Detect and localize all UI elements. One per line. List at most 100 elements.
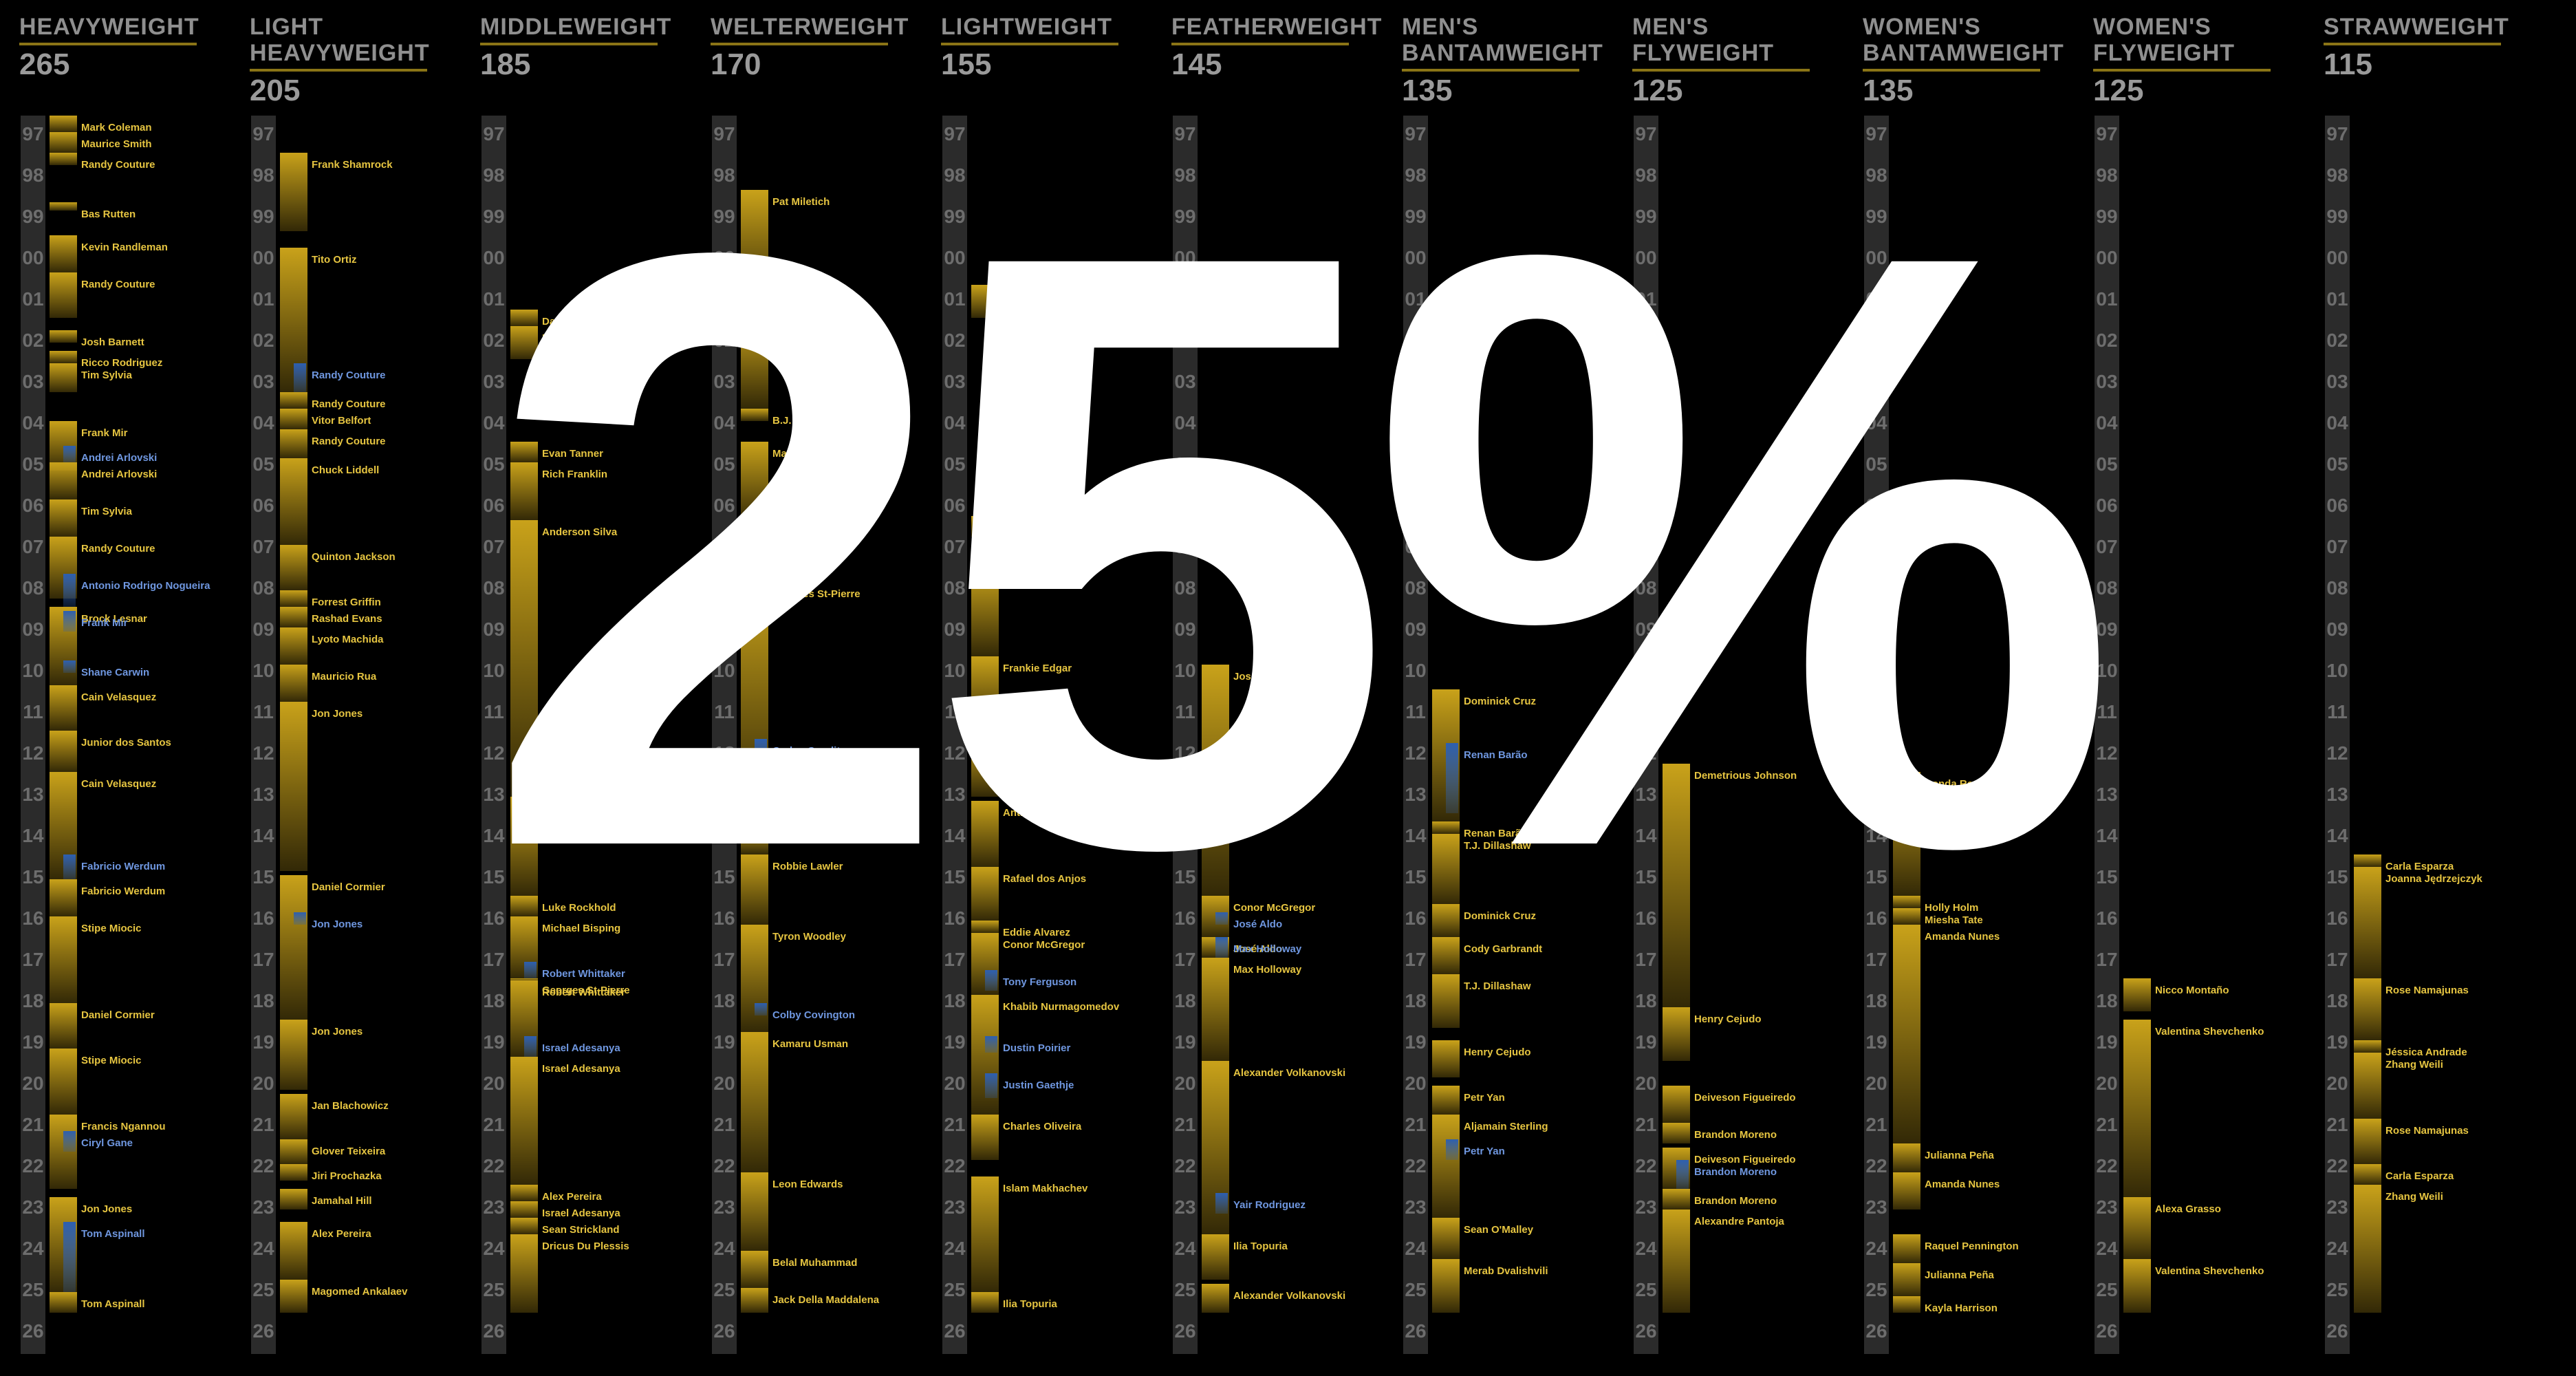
year-tick-label: 22 — [1865, 1155, 1887, 1176]
reign-bar — [1663, 764, 1690, 1007]
division-header: STRAWWEIGHT 115 — [2324, 14, 2537, 83]
year-tick-label: 14 — [252, 825, 274, 846]
year-tick-label: 97 — [713, 123, 735, 144]
division-underline — [941, 43, 1118, 45]
champion-label: Demetrious Johnson — [1694, 770, 1797, 782]
year-tick-label: 06 — [1174, 495, 1195, 516]
interim-reign-bar — [524, 1036, 537, 1057]
champion-label: Tom Aspinall — [81, 1298, 145, 1310]
division-name: HEAVYWEIGHT — [19, 14, 199, 40]
year-tick-label: 10 — [1635, 660, 1656, 681]
year-tick-label: 09 — [2096, 619, 2117, 640]
year-tick-label: 99 — [1405, 206, 1426, 227]
year-tick-label: 99 — [2326, 206, 2348, 227]
year-tick-label: 07 — [1174, 536, 1195, 557]
reign-bar — [971, 867, 999, 921]
champion-label: Robert Whittaker — [542, 968, 625, 980]
champion-label: Magomed Ankalaev — [312, 1286, 408, 1298]
year-tick-label: 20 — [713, 1073, 735, 1094]
year-tick-label: 21 — [252, 1114, 274, 1135]
reign-bar — [50, 1292, 77, 1313]
reign-bar — [280, 1094, 307, 1139]
year-tick-label: 99 — [1174, 206, 1195, 227]
champion-label: Robbie Lawler — [772, 861, 843, 872]
champion-label: Chris Weidman — [542, 803, 617, 815]
year-tick-label: 16 — [1405, 907, 1426, 929]
interim-reign-bar — [63, 854, 76, 879]
reign-bar — [50, 116, 77, 132]
champion-label: Alex Pereira — [312, 1228, 371, 1240]
champion-label: Deiveson Figueiredo — [1694, 1092, 1796, 1104]
year-tick-label: 99 — [713, 206, 735, 227]
year-tick-label: 09 — [1174, 619, 1195, 640]
champion-label: Alexandre Pantoja — [1694, 1216, 1785, 1227]
year-tick-label: 02 — [483, 330, 504, 351]
year-tick-label: 26 — [252, 1320, 274, 1342]
reign-bar — [741, 524, 768, 541]
year-tick-label: 14 — [483, 825, 505, 846]
year-tick-label: 10 — [1174, 660, 1195, 681]
champion-label: Anthony Pettis — [1003, 807, 1076, 819]
reign-bar — [280, 545, 307, 590]
champion-label: Frankie Edgar — [1003, 663, 1072, 674]
division-weight-limit: 125 — [2093, 74, 2144, 107]
year-tick-label: 18 — [1174, 990, 1195, 1011]
year-tick-label: 26 — [22, 1320, 43, 1342]
champion-label: Carlos Newton — [772, 312, 845, 323]
champion-label: Charles Oliveira — [1003, 1121, 1082, 1132]
reign-bar — [1663, 1210, 1690, 1313]
year-tick-label: 15 — [252, 866, 274, 888]
year-track — [2095, 116, 2119, 1354]
year-track — [2325, 116, 2350, 1354]
reign-bar — [510, 797, 538, 896]
year-tick-label: 20 — [252, 1073, 274, 1094]
interim-reign-bar — [63, 1222, 76, 1292]
year-tick-label: 01 — [1635, 288, 1656, 310]
division-name: STRAWWEIGHT — [2324, 14, 2509, 40]
division-name: LIGHTWEIGHT — [941, 14, 1112, 40]
year-tick-label: 16 — [1174, 907, 1195, 929]
reign-bar — [1663, 1086, 1690, 1123]
reign-bar — [510, 1185, 538, 1201]
year-track — [251, 116, 276, 1354]
year-tick-label: 23 — [252, 1196, 274, 1218]
division-header: MIDDLEWEIGHT 185 — [480, 14, 693, 83]
year-tick-label: 08 — [1635, 577, 1656, 599]
year-track — [21, 116, 45, 1354]
year-tick-label: 02 — [2096, 330, 2117, 351]
champion-label: Rafael dos Anjos — [1003, 873, 1086, 885]
champion-label: Randy Couture — [312, 369, 386, 381]
year-tick-label: 00 — [1174, 247, 1195, 268]
year-tick-label: 22 — [483, 1155, 504, 1176]
interim-reign-bar — [294, 363, 306, 392]
reign-bar — [741, 1172, 768, 1251]
reign-bar — [280, 429, 307, 458]
division-name: MEN'S FLYWEIGHT — [1632, 14, 1775, 66]
year-tick-label: 17 — [944, 949, 965, 970]
year-tick-label: 15 — [2096, 866, 2117, 888]
year-tick-label: 20 — [1865, 1073, 1887, 1094]
year-tick-label: 99 — [22, 206, 43, 227]
year-tick-label: 07 — [2326, 536, 2348, 557]
year-tick-label: 98 — [483, 164, 504, 186]
year-tick-label: 13 — [944, 784, 965, 805]
year-tick-label: 02 — [713, 330, 735, 351]
champion-label: Justin Gaethje — [1003, 1079, 1074, 1091]
champion-label: Dominick Cruz — [1464, 696, 1536, 707]
reign-bar — [741, 442, 768, 524]
year-tick-label: 14 — [1405, 825, 1427, 846]
year-tick-label: 01 — [713, 288, 735, 310]
champion-label: Jamahal Hill — [312, 1195, 372, 1207]
reign-bar — [280, 1020, 307, 1090]
interim-reign-bar — [1446, 1139, 1458, 1160]
reign-bar — [510, 1218, 538, 1234]
year-tick-label: 97 — [22, 123, 43, 144]
year-tick-label: 07 — [1635, 536, 1656, 557]
year-tick-label: 15 — [1635, 866, 1656, 888]
year-tick-label: 26 — [483, 1320, 504, 1342]
year-tick-label: 04 — [22, 412, 44, 433]
champion-label: Max Holloway — [1233, 943, 1302, 955]
champion-label: Luke Rockhold — [542, 902, 616, 914]
reign-bar — [1893, 1234, 1920, 1263]
champion-label: Petr Yan — [1464, 1146, 1505, 1157]
